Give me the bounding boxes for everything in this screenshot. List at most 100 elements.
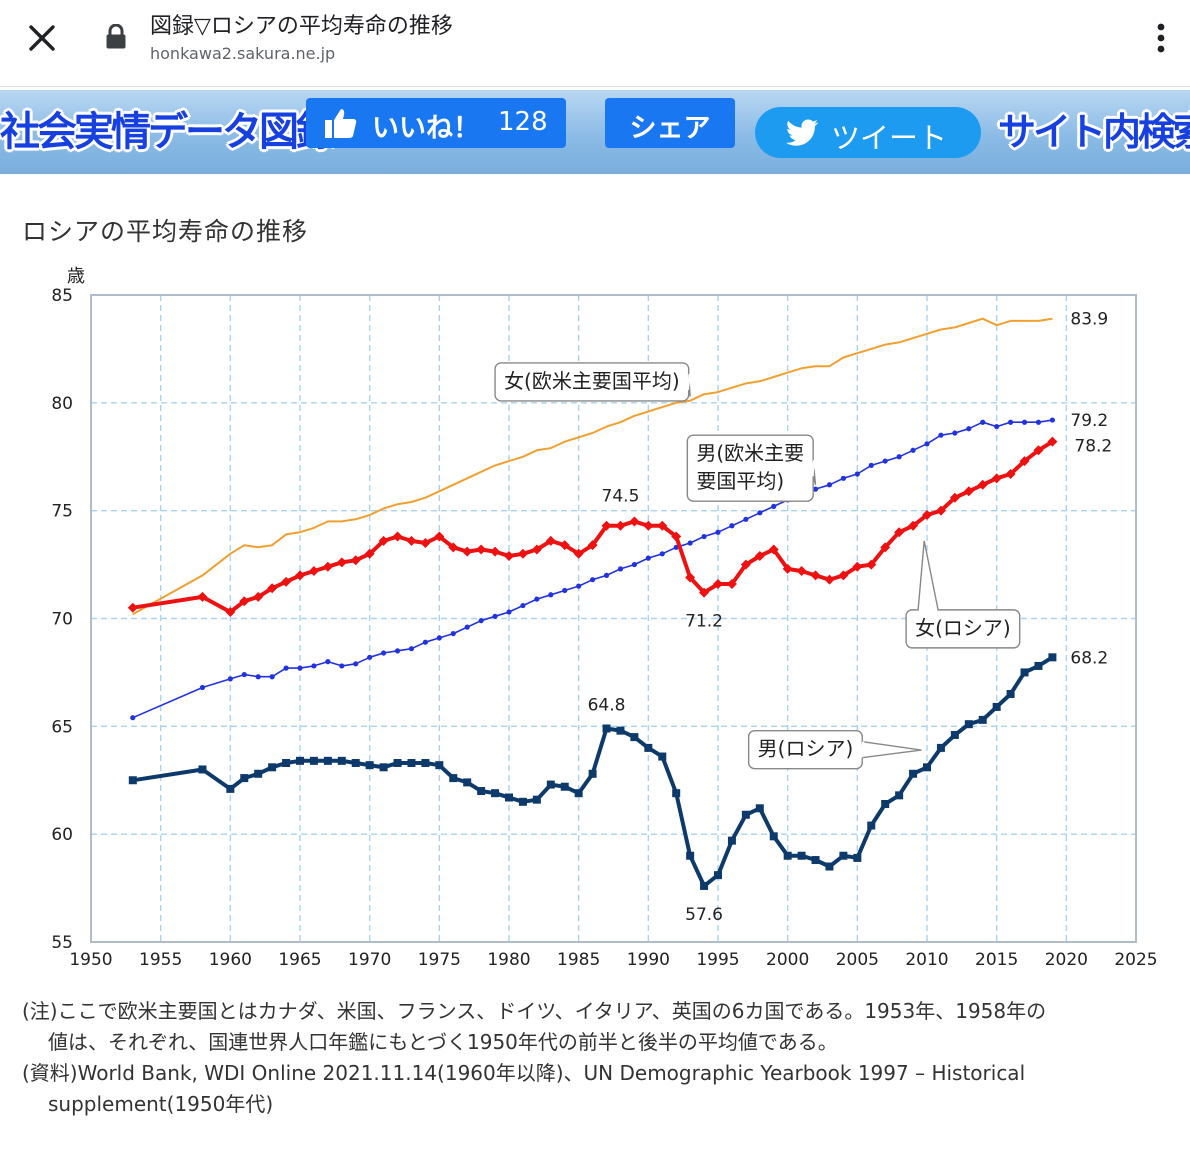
data-point	[978, 715, 987, 724]
data-point	[644, 743, 653, 752]
y-tick-label: 65	[51, 717, 73, 737]
callout-label: 女(欧米主要国平均)	[504, 369, 680, 393]
data-point	[490, 546, 501, 557]
callout-label: 男(欧米主要	[696, 441, 804, 465]
y-tick-label: 55	[51, 933, 73, 953]
data-point	[421, 758, 430, 767]
data-point	[269, 674, 275, 680]
data-point	[811, 856, 820, 865]
data-point	[1019, 456, 1030, 467]
data-point	[1049, 417, 1055, 423]
data-point	[408, 646, 415, 652]
data-point	[255, 674, 261, 680]
data-label: 71.2	[685, 612, 723, 632]
data-point	[225, 607, 236, 618]
data-point	[783, 851, 792, 860]
data-point	[685, 572, 696, 583]
data-point	[824, 574, 835, 585]
site-search-link[interactable]: サイト内検索	[998, 110, 1190, 154]
data-point	[1035, 419, 1042, 425]
data-point	[796, 566, 807, 577]
data-point	[1020, 668, 1029, 677]
x-tick-label: 1985	[557, 950, 600, 970]
data-label: 68.2	[1070, 648, 1108, 668]
data-point	[936, 743, 945, 752]
data-point	[573, 548, 584, 559]
share-label: シェア	[629, 113, 711, 144]
data-point	[908, 520, 919, 531]
data-point	[559, 540, 570, 551]
data-point	[295, 570, 305, 581]
data-point	[924, 441, 930, 447]
share-button[interactable]: シェア	[605, 98, 735, 148]
data-point	[743, 516, 749, 522]
data-point	[477, 787, 486, 796]
data-point	[601, 520, 612, 531]
data-point	[505, 793, 513, 802]
x-tick-label: 1970	[348, 950, 391, 970]
data-point	[1047, 436, 1058, 447]
site-logo[interactable]: 社会実情データ図録	[0, 109, 336, 155]
data-point	[393, 758, 402, 767]
data-point	[588, 769, 597, 778]
callout-label: 女(ロシア)	[915, 616, 1011, 640]
data-point	[406, 535, 417, 546]
x-tick-label: 2005	[836, 950, 879, 970]
y-tick-label: 85	[51, 286, 73, 306]
series-line	[132, 317, 1053, 616]
data-point	[590, 577, 596, 583]
data-point	[365, 761, 374, 770]
note-line: (注)ここで欧米主要国とはカナダ、米国、フランス、ドイツ、イタリア、英国の6カ国…	[22, 999, 1047, 1023]
chart-data-labels: 83.9 79.2 78.2 68.2 74.5 71.2 64.8 57.6	[588, 310, 1113, 925]
data-point	[127, 602, 138, 613]
more-vert-icon[interactable]	[1146, 18, 1176, 58]
data-point	[450, 630, 456, 637]
data-point	[532, 795, 541, 804]
data-point	[992, 702, 1001, 711]
data-point	[548, 592, 554, 598]
chart-grid	[90, 294, 1137, 943]
x-tick-label: 2025	[1114, 950, 1157, 970]
data-point	[726, 578, 737, 589]
data-point	[909, 769, 918, 778]
data-point	[838, 570, 849, 581]
data-point	[755, 804, 764, 813]
tweet-button[interactable]: ツイート	[755, 107, 981, 158]
data-point	[560, 782, 569, 791]
data-point	[602, 724, 611, 733]
callout-box	[905, 609, 1021, 649]
data-point	[1008, 419, 1014, 425]
data-point	[476, 544, 487, 555]
close-icon[interactable]	[24, 20, 60, 56]
data-point	[546, 780, 555, 789]
data-point	[545, 535, 556, 546]
data-point	[769, 832, 778, 841]
callout-label: 男(ロシア)	[758, 737, 854, 761]
thumbs-up-icon	[325, 109, 357, 138]
data-point	[686, 851, 695, 860]
data-point	[199, 684, 206, 691]
data-point	[852, 561, 863, 572]
callout: 男(ロシア)	[747, 729, 922, 770]
data-point	[562, 587, 568, 594]
data-point	[741, 810, 750, 819]
data-point	[1006, 689, 1015, 698]
y-tick-label: 75	[51, 502, 73, 522]
data-point	[520, 602, 526, 609]
series	[128, 653, 1057, 890]
like-button[interactable]: いいね！ 128	[306, 98, 566, 148]
callout-label: 要国平均)	[696, 469, 784, 493]
data-point	[631, 561, 638, 568]
data-point	[367, 654, 373, 660]
x-tick-label: 1965	[278, 950, 321, 970]
data-point	[518, 797, 527, 806]
y-tick-label: 60	[51, 825, 73, 845]
x-tick-label: 2010	[905, 950, 948, 970]
data-point	[894, 527, 905, 538]
series	[127, 436, 1058, 618]
data-point	[1034, 661, 1043, 670]
data-point	[492, 613, 498, 619]
callout-tail	[862, 740, 922, 759]
x-tick-label: 1950	[69, 950, 112, 970]
